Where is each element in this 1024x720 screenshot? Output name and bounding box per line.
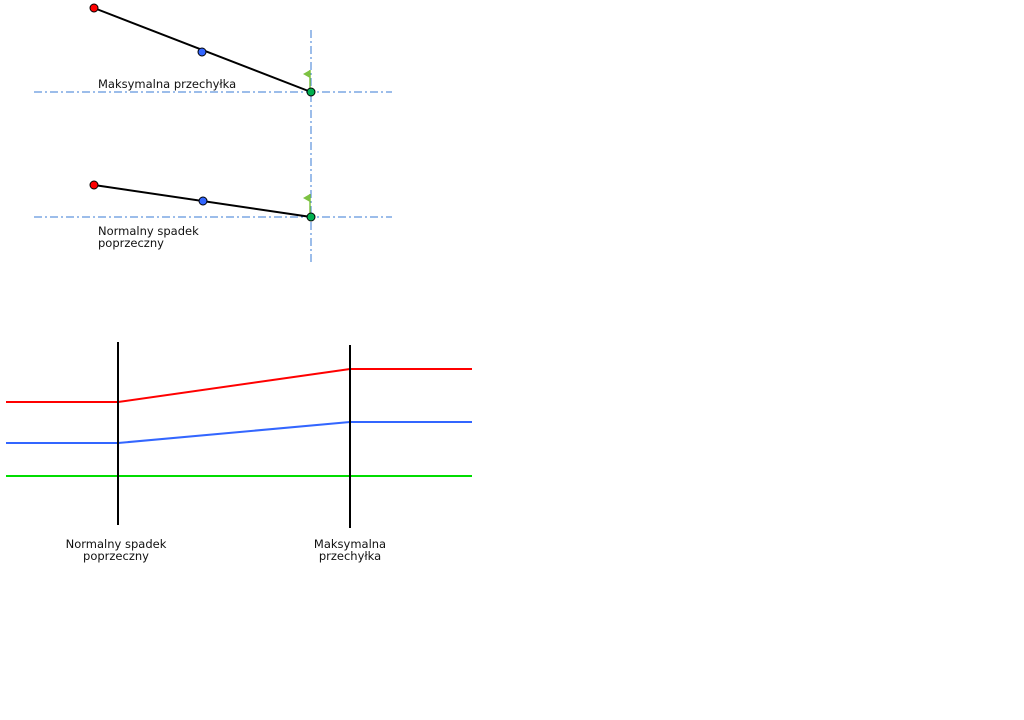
flag-icon bbox=[303, 70, 311, 90]
profile-diagram: Normalny spadek poprzeczny Maksymalna pr… bbox=[6, 342, 472, 563]
normal-crossfall-label: poprzeczny bbox=[98, 236, 164, 250]
max-station-label: Maksymalna bbox=[314, 537, 386, 551]
flag-icon bbox=[303, 194, 311, 215]
red-edge-point bbox=[89, 3, 99, 13]
max-superelevation-label: Maksymalna przechyłka bbox=[98, 77, 236, 91]
max-station-label: przechyłka bbox=[319, 549, 381, 563]
red-edge-profile bbox=[6, 368, 472, 403]
green-pivot-point bbox=[306, 212, 316, 222]
normal-station-label: poprzeczny bbox=[83, 549, 149, 563]
red-edge-point bbox=[89, 180, 99, 190]
normal-station-label: Normalny spadek bbox=[66, 537, 167, 551]
cross-section-diagram: Maksymalna przechyłka Normalny spadek po… bbox=[34, 3, 392, 262]
blue-center-point bbox=[198, 196, 208, 206]
blue-center-profile bbox=[6, 421, 472, 444]
blue-center-point bbox=[197, 47, 207, 57]
green-pivot-point bbox=[306, 87, 316, 97]
normal-crossfall-label: Normalny spadek bbox=[98, 224, 199, 238]
